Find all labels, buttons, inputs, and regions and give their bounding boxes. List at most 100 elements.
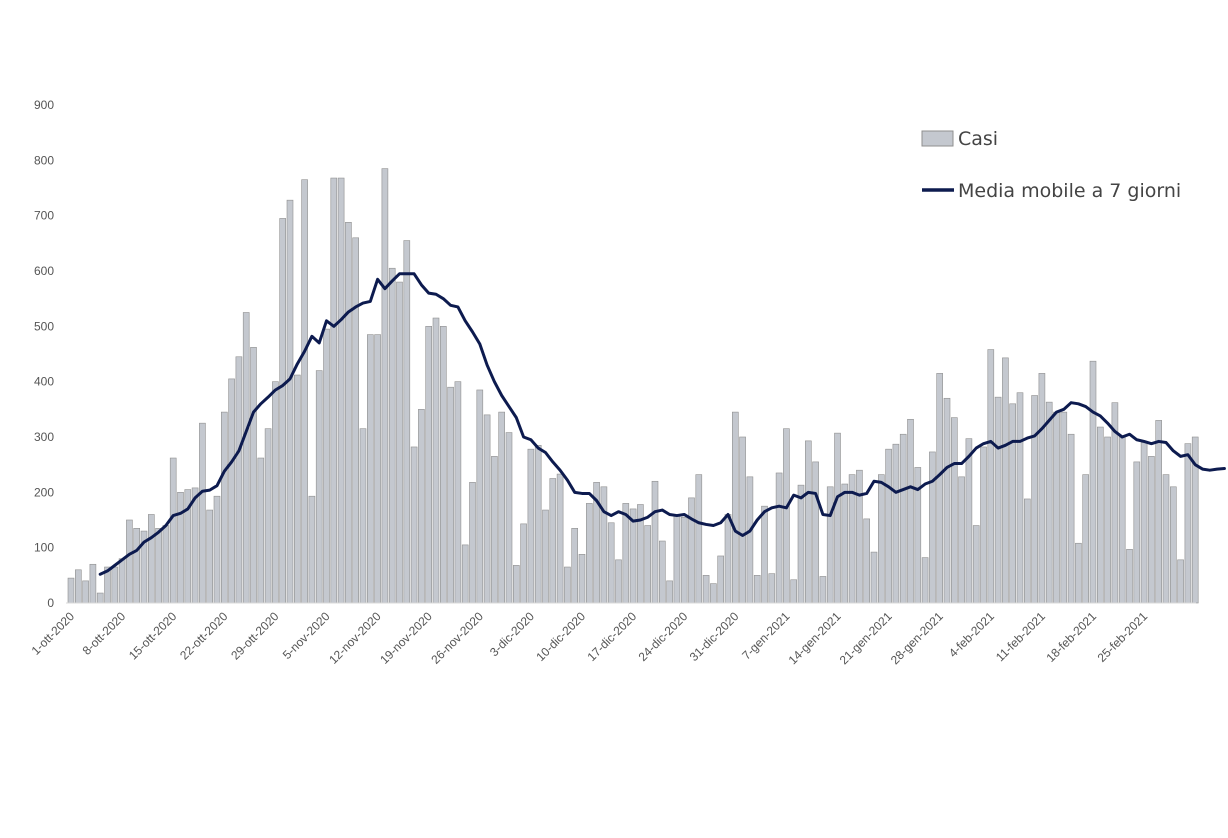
bar-casi [958, 476, 965, 604]
bar-casi [761, 505, 768, 604]
bar-casi [717, 555, 725, 604]
bar-casi [221, 411, 228, 604]
bar-casi [600, 486, 608, 604]
x-tick-label: 1-ott-2020 [29, 609, 78, 658]
y-axis-ticks: 0 100 200 300 400 500 600 700 800 900 [34, 98, 54, 610]
bar-casi [1002, 357, 1009, 604]
bar-casi [505, 432, 513, 604]
bar-casi [1097, 426, 1104, 604]
bar-casi [783, 428, 790, 604]
bar-casi [870, 551, 878, 604]
bar-casi [658, 540, 666, 604]
bar-casi [885, 448, 892, 604]
bar-casi [439, 326, 447, 604]
x-tick-label: 31-dic-2020 [687, 609, 742, 664]
x-tick-label: 11-feb-2021 [993, 609, 1048, 664]
bar-casi [469, 482, 476, 604]
legend-label-casi: Casi [958, 128, 998, 150]
bar-casi [1140, 442, 1148, 604]
bar-casi [1024, 498, 1031, 604]
bar-casi [892, 443, 900, 604]
x-tick-label: 4-feb-2021 [946, 609, 997, 660]
y-tick-label: 900 [34, 98, 54, 112]
bar-casi [1067, 433, 1075, 604]
bar-casi [418, 409, 425, 604]
bar-casi [337, 177, 345, 604]
bar-casi [629, 508, 637, 604]
bar-casi [308, 495, 316, 604]
bar-casi [1009, 403, 1017, 604]
bar-casi [352, 237, 360, 604]
bar-casi [972, 525, 980, 604]
bar-casi [1038, 373, 1046, 604]
x-axis-ticks: 1-ott-2020 8-ott-202015-ott-202022-ott-20… [29, 609, 1151, 667]
legend-label-media-mobile: Media mobile a 7 giorni [958, 180, 1181, 202]
x-tick-label: 19-nov-2020 [377, 609, 435, 667]
bar-casi [1104, 436, 1111, 604]
y-tick-label: 300 [34, 430, 54, 444]
bar-casi [768, 573, 776, 604]
bar-casi [980, 446, 987, 604]
bar-casi [498, 411, 506, 604]
bar-casi [410, 446, 418, 604]
y-tick-label: 400 [34, 375, 54, 389]
bar-casi [994, 396, 1002, 604]
bar-casi [381, 168, 389, 604]
bar-casi [1082, 474, 1089, 604]
bar-casi [396, 281, 403, 604]
bar-casi [366, 334, 374, 604]
bar-casi [527, 448, 535, 604]
bar-casi [461, 544, 469, 604]
bar-casi [556, 473, 564, 604]
y-tick-label: 800 [34, 153, 54, 167]
bar-casi [1170, 486, 1177, 604]
bar-casi [666, 580, 673, 604]
bar-casi [856, 469, 863, 604]
bar-casi [82, 580, 89, 604]
bar-casi [177, 492, 184, 604]
bar-casi [1118, 436, 1126, 604]
bar-casi [819, 576, 827, 604]
bar-casi [111, 566, 119, 604]
bar-casi [126, 519, 133, 604]
bar-casi [264, 428, 272, 604]
bar-casi [688, 497, 695, 604]
bar-casi [746, 476, 754, 604]
bar-casi [162, 525, 170, 604]
bar-casi [476, 389, 484, 604]
bar-casi [1162, 474, 1170, 604]
bar-casi [1031, 395, 1038, 604]
bar-casi [651, 480, 659, 604]
bar-casi [1155, 420, 1162, 604]
bar-casi [228, 378, 235, 604]
bar-casi [578, 554, 586, 604]
bar-casi [483, 414, 491, 604]
x-tick-label: 29-ott-2020 [228, 609, 282, 663]
x-tick-label: 7-gen-2021 [739, 609, 793, 663]
bar-casi [133, 527, 140, 604]
bar-casi [169, 457, 177, 604]
x-tick-label: 12-nov-2020 [326, 609, 384, 667]
bar-casi [841, 483, 849, 604]
bar-casi [987, 349, 995, 604]
bar-casi [965, 438, 973, 604]
bar-casi [1089, 360, 1097, 604]
bar-casi [834, 432, 841, 604]
x-tick-label: 24-dic-2020 [636, 609, 691, 664]
bar-casi [695, 474, 703, 604]
bar-casi [797, 484, 805, 604]
bar-casi [491, 456, 498, 604]
x-tick-label: 5-nov-2020 [280, 609, 333, 662]
bar-casi [790, 579, 798, 604]
bar-casi [512, 565, 520, 604]
bar-casi [89, 563, 97, 604]
bar-casi [907, 418, 914, 604]
y-tick-label: 700 [34, 209, 54, 223]
bar-casi [804, 440, 812, 604]
bar-series-casi [67, 168, 1199, 604]
bar-casi [936, 373, 944, 604]
bar-casi [1133, 461, 1141, 604]
bar-casi [1075, 542, 1082, 604]
bar-casi [571, 527, 579, 604]
bar-casi [1177, 559, 1184, 604]
